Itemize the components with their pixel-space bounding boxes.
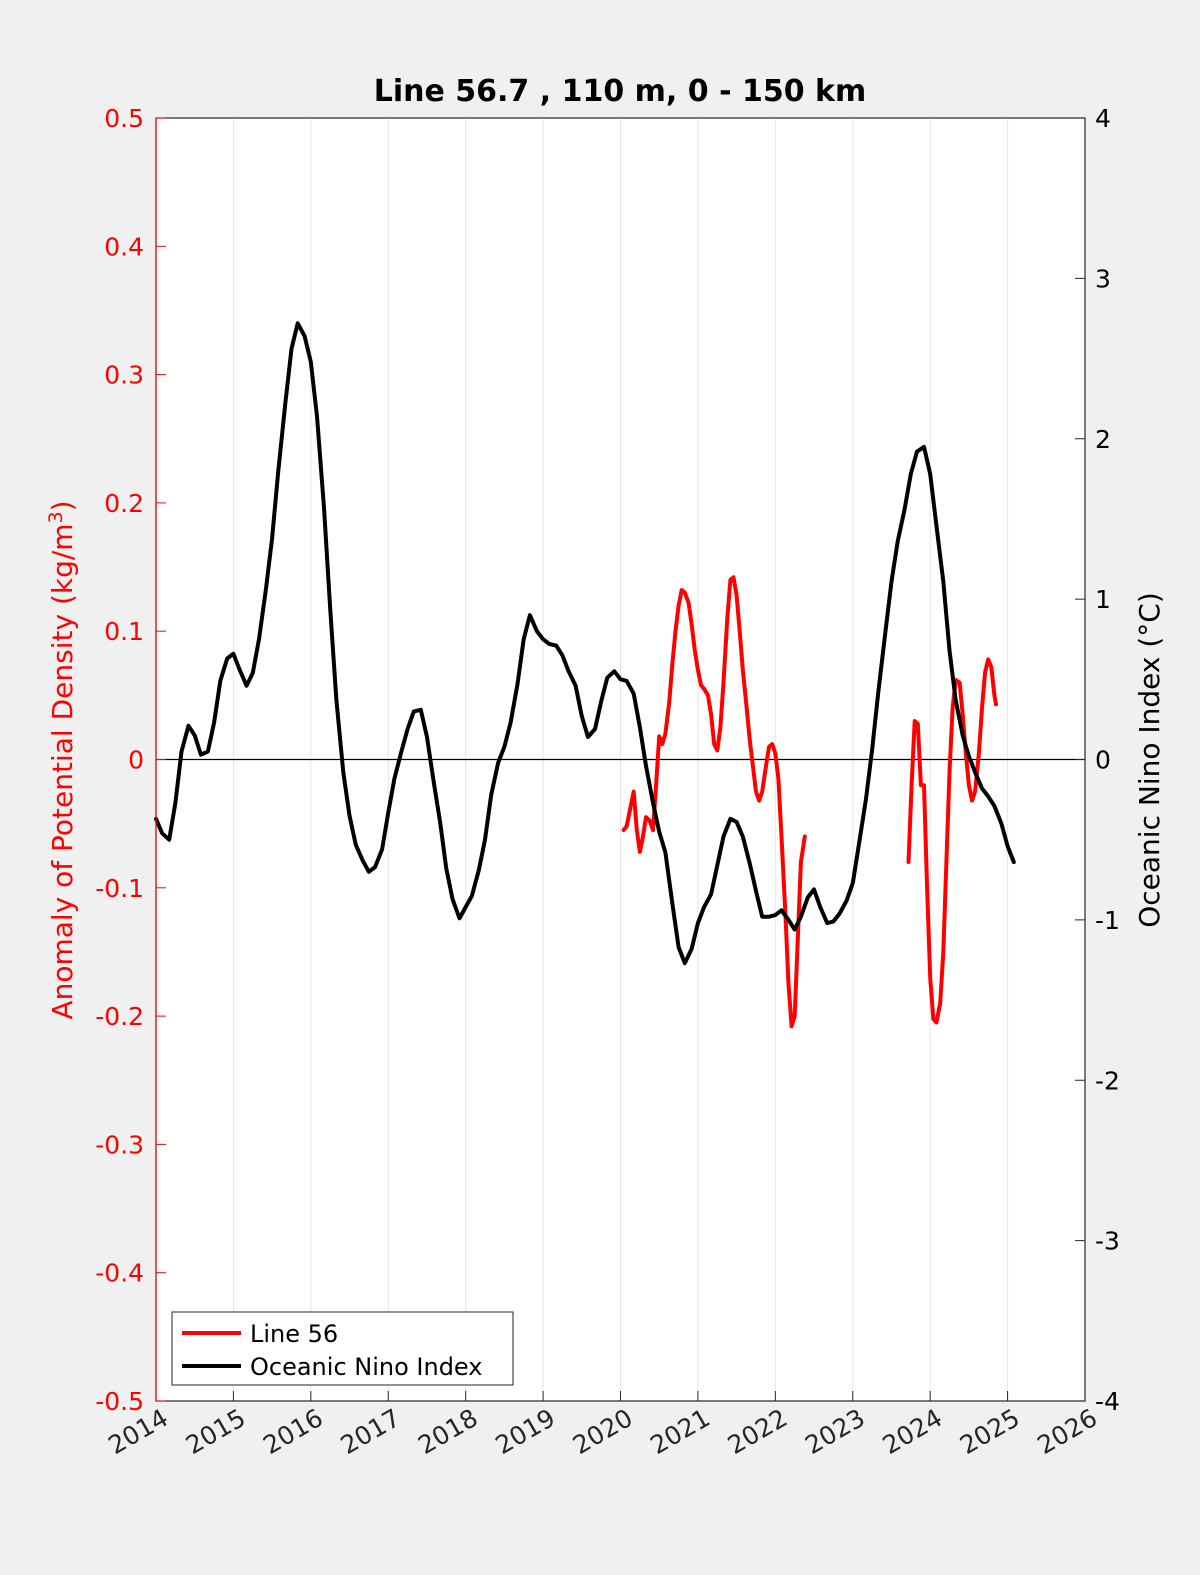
y-left-tick-label: -0.3	[95, 1130, 144, 1159]
y-left-tick-label: 0.1	[104, 617, 144, 646]
y-left-tick-label: 0	[128, 746, 144, 775]
chart-title: Line 56.7 , 110 m, 0 - 150 km	[374, 74, 867, 109]
y-right-tick-label: 4	[1095, 104, 1111, 133]
y-right-tick-label: -3	[1095, 1227, 1120, 1256]
y-right-tick-label: 3	[1095, 264, 1111, 293]
y-left-tick-label: 0.5	[104, 104, 144, 133]
axis-ticks: 2014 2015 2016 2017 2018 2019 2020 2021 2022 2023…	[95, 104, 1120, 1460]
y-left-tick-label: -0.2	[95, 1002, 144, 1031]
y-right-axis-label: Oceanic Nino Index (°C)	[1133, 592, 1166, 928]
y-right-tick-label: -4	[1095, 1387, 1120, 1416]
legend-label-line56: Line 56	[250, 1320, 338, 1348]
y-right-tick-label: 1	[1095, 585, 1111, 614]
legend-box	[171, 1311, 514, 1386]
y-left-label-close: )	[46, 500, 79, 511]
y-left-tick-label: 0.2	[104, 489, 144, 518]
y-right-tick-label: 2	[1095, 425, 1111, 454]
series-group	[154, 321, 1016, 1029]
y-left-axis-label: Anomaly of Potential Density (kg/m3)	[45, 500, 79, 1019]
y-left-label-main: Anomaly of Potential Density (kg/m	[46, 523, 79, 1019]
y-left-tick-label: 0.4	[104, 232, 144, 261]
y-left-tick-label: 0.3	[104, 361, 144, 390]
y-right-tick-label: -2	[1095, 1066, 1120, 1095]
legend: Line 56 Oceanic Nino Index	[171, 1311, 514, 1386]
y-right-tick-label: 0	[1095, 746, 1111, 775]
series-oni-line	[154, 321, 1016, 966]
legend-label-oni: Oceanic Nino Index	[250, 1353, 482, 1381]
y-left-label-superscript: 3	[45, 511, 67, 523]
y-left-tick-label: -0.1	[95, 874, 144, 903]
y-left-tick-label: -0.5	[95, 1387, 144, 1416]
series-line56-line	[906, 657, 998, 1025]
y-right-tick-label: -1	[1095, 906, 1120, 935]
y-left-tick-label: -0.4	[95, 1259, 144, 1288]
